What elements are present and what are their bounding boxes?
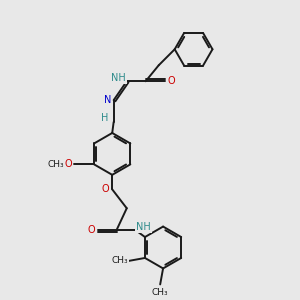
Text: H: H	[101, 113, 108, 124]
Text: NH: NH	[136, 222, 151, 232]
Text: CH₃: CH₃	[47, 160, 64, 169]
Text: NH: NH	[111, 73, 126, 83]
Text: N: N	[103, 95, 111, 105]
Text: O: O	[65, 159, 72, 170]
Text: O: O	[167, 76, 175, 86]
Text: O: O	[88, 225, 95, 235]
Text: CH₃: CH₃	[152, 288, 169, 297]
Text: O: O	[101, 184, 109, 194]
Text: CH₃: CH₃	[111, 256, 128, 266]
